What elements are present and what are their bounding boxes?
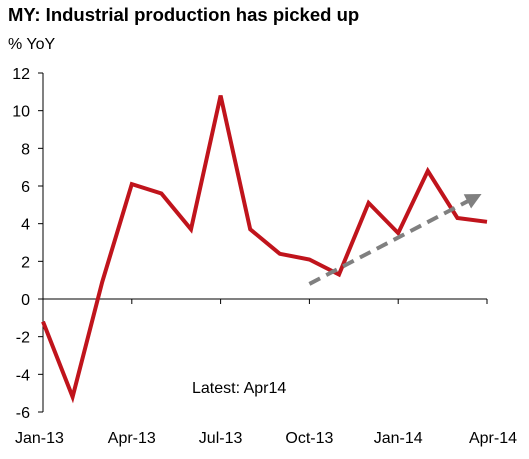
y-tick-label: 10 [12, 104, 30, 121]
latest-annotation: Latest: Apr14 [192, 380, 286, 397]
x-tick-label: Jan-13 [15, 430, 64, 447]
x-tick-label: Apr-13 [108, 430, 156, 447]
y-tick-label: -6 [16, 405, 30, 422]
y-axis-unit-label: % YoY [8, 36, 56, 53]
series-line [41, 95, 488, 404]
x-tick-label: Apr-14 [469, 430, 517, 447]
series-group [41, 95, 488, 404]
y-tick-label: -2 [16, 330, 30, 347]
trend-group [308, 193, 482, 286]
y-tick-label: 12 [12, 66, 30, 83]
x-axis: Jan-13 Apr-13 Jul-13 Oct-13 Jan-14 Apr-14 [15, 298, 517, 447]
x-tick-label: Jan-14 [374, 430, 423, 447]
y-tick-label: 2 [21, 254, 30, 271]
y-tick-label: 6 [21, 179, 30, 196]
y-axis: -6 -4 -2 0 2 4 6 8 10 12 [12, 66, 44, 422]
trend-arrow [308, 193, 482, 286]
x-tick-label: Jul-13 [199, 430, 243, 447]
x-tick-label: Oct-13 [285, 430, 333, 447]
y-tick-label: 0 [21, 292, 30, 309]
chart-title: MY: Industrial production has picked up [8, 4, 360, 25]
y-tick-label: 8 [21, 141, 30, 158]
y-tick-label: -4 [16, 367, 30, 384]
y-tick-label: 4 [21, 217, 30, 234]
